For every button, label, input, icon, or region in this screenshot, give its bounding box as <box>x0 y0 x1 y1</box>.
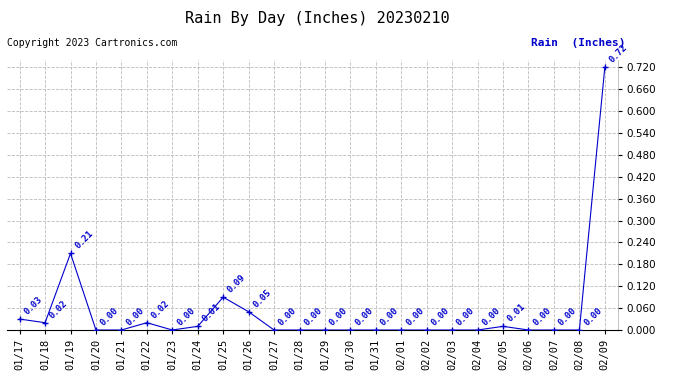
Text: 0.03: 0.03 <box>22 295 44 316</box>
Text: 0.00: 0.00 <box>353 306 375 327</box>
Text: 0.00: 0.00 <box>124 306 146 327</box>
Text: 0.09: 0.09 <box>226 273 248 294</box>
Text: 0.01: 0.01 <box>506 302 527 324</box>
Text: 0.00: 0.00 <box>557 306 578 327</box>
Text: 0.72: 0.72 <box>608 43 629 64</box>
Text: 0.00: 0.00 <box>429 306 451 327</box>
Text: 0.00: 0.00 <box>582 306 604 327</box>
Text: 0.01: 0.01 <box>201 302 222 324</box>
Text: 0.00: 0.00 <box>277 306 298 327</box>
Text: 0.00: 0.00 <box>455 306 477 327</box>
Text: Rain  (Inches): Rain (Inches) <box>531 38 626 48</box>
Text: 0.05: 0.05 <box>251 287 273 309</box>
Text: Rain By Day (Inches) 20230210: Rain By Day (Inches) 20230210 <box>185 11 450 26</box>
Text: 0.02: 0.02 <box>48 298 70 320</box>
Text: 0.00: 0.00 <box>99 306 120 327</box>
Text: 0.02: 0.02 <box>150 298 171 320</box>
Text: 0.00: 0.00 <box>404 306 426 327</box>
Text: 0.00: 0.00 <box>302 306 324 327</box>
Text: Copyright 2023 Cartronics.com: Copyright 2023 Cartronics.com <box>7 38 177 48</box>
Text: 0.21: 0.21 <box>73 229 95 251</box>
Text: 0.00: 0.00 <box>379 306 400 327</box>
Text: 0.00: 0.00 <box>328 306 349 327</box>
Text: 0.00: 0.00 <box>531 306 553 327</box>
Text: 0.00: 0.00 <box>175 306 197 327</box>
Text: 0.00: 0.00 <box>480 306 502 327</box>
